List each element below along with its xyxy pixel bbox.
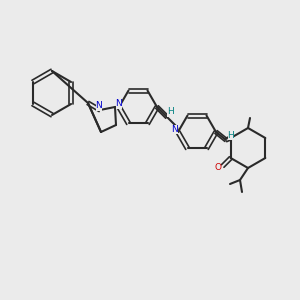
Text: O: O [214, 163, 221, 172]
Text: N: N [172, 124, 178, 134]
Text: H: H [167, 107, 173, 116]
Text: N: N [116, 100, 122, 109]
Text: H: H [228, 130, 234, 140]
Text: N: N [96, 101, 102, 110]
